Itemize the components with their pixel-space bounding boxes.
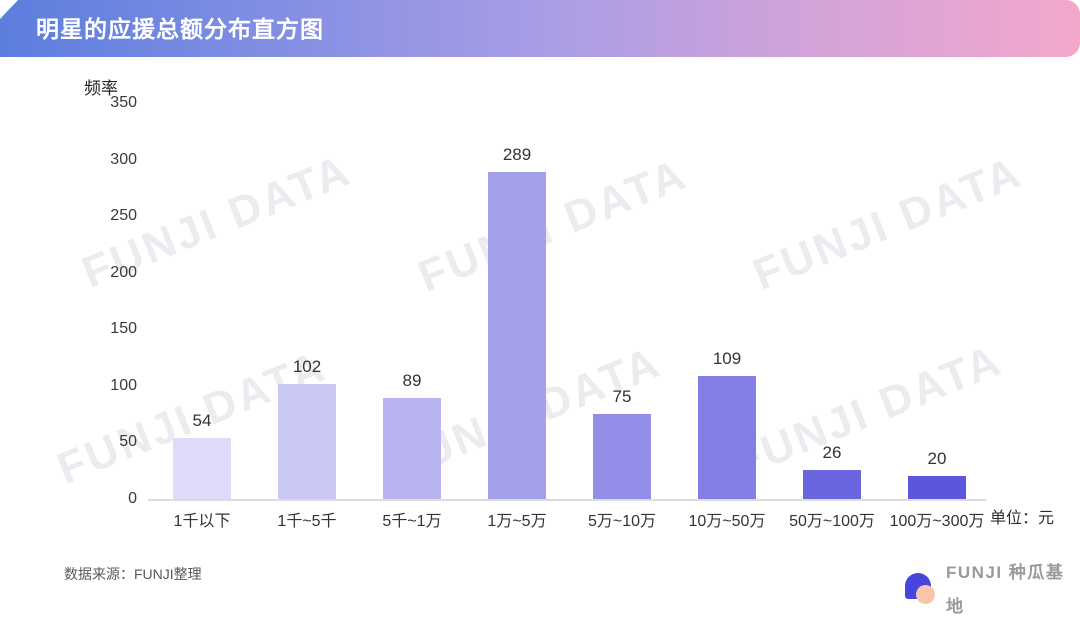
watermark-text: FUNJI DATA: [746, 147, 1030, 300]
title-bar: 明星的应援总额分布直方图: [0, 0, 1080, 57]
bar: [698, 376, 756, 499]
y-tick-label: 50: [119, 433, 137, 451]
y-tick-label: 100: [110, 376, 137, 394]
page-title: 明星的应援总额分布直方图: [36, 16, 324, 42]
y-tick-label: 200: [110, 263, 137, 281]
x-category-label: 5千~1万: [382, 513, 442, 530]
bar-value-label: 102: [292, 357, 322, 376]
bar: [173, 438, 231, 499]
bar-value-label: 54: [192, 411, 212, 430]
bar: [488, 172, 546, 499]
brand-footer: FUNJI 种瓜基地: [904, 556, 1080, 624]
brand-name: FUNJI 种瓜基地: [946, 563, 1065, 616]
bar-value-label: 26: [822, 443, 842, 462]
x-category-label: 10万~50万: [688, 513, 766, 530]
y-tick-label: 250: [110, 207, 137, 225]
bar: [593, 414, 651, 499]
x-category-label: 5万~10万: [587, 513, 657, 530]
data-source-note: 数据来源：FUNJI整理: [64, 566, 202, 582]
y-tick-label: 300: [110, 150, 137, 168]
x-axis-line: [148, 499, 986, 501]
bar-value-label: 75: [612, 387, 632, 406]
bar: [278, 384, 336, 499]
funji-logo-icon: [904, 573, 938, 607]
x-category-label: 50万~100万: [789, 513, 875, 530]
bar: [803, 470, 861, 499]
bar-value-label: 109: [712, 349, 742, 368]
header-corner-notch: [0, 0, 18, 19]
unit-label: 单位：元: [990, 510, 1055, 527]
x-category-label: 1千以下: [173, 513, 231, 530]
watermark-text: FUNJI DATA: [411, 149, 695, 302]
bar: [383, 398, 441, 499]
bar-value-label: 20: [927, 449, 947, 468]
bar-value-label: 289: [502, 145, 532, 164]
x-category-label: 1万~5万: [487, 513, 547, 530]
x-category-label: 1千~5千: [277, 513, 337, 530]
y-tick-label: 0: [128, 490, 137, 507]
bar: [908, 476, 966, 499]
x-category-label: 100万~300万: [889, 513, 985, 530]
y-tick-label: 150: [110, 320, 137, 338]
bar-value-label: 89: [402, 371, 422, 390]
y-tick-label: 350: [110, 94, 137, 111]
y-axis-label: 频率: [84, 79, 118, 98]
